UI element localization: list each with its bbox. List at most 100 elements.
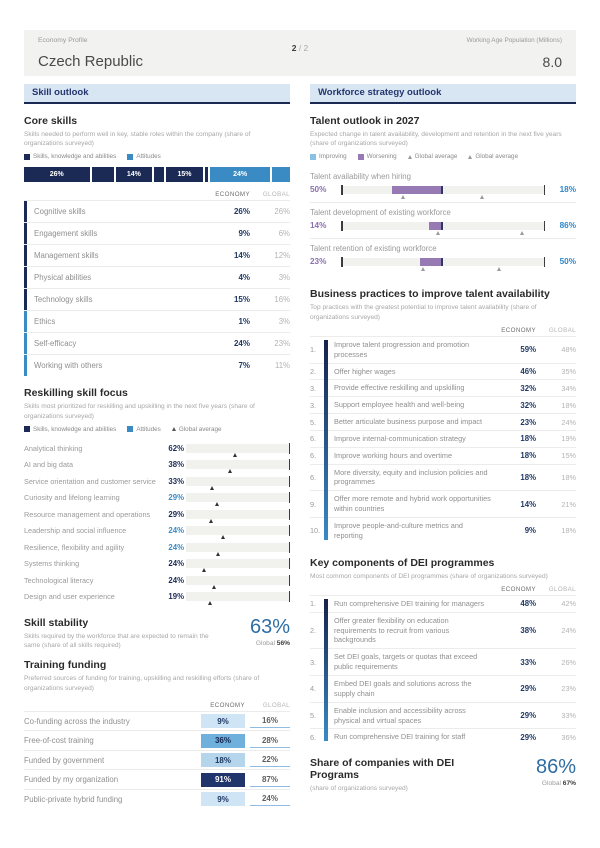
skill-stability-value: 63%: [249, 615, 290, 638]
global-value: 3%: [278, 273, 290, 283]
legend-swatch-icon: [310, 153, 316, 160]
global-average-marker-icon: [212, 584, 217, 589]
dei-share-title: Share of companies with DEI Programs: [310, 757, 455, 782]
legend-item: Global average: [468, 153, 518, 160]
bar-track: [186, 574, 290, 589]
practice-label: Improve people-and-culture metrics and r…: [334, 521, 463, 540]
practice-label: Better articulate business purpose and i…: [334, 417, 483, 427]
talent-outlook-legend: Improving Worsening Global average Globa…: [310, 153, 576, 160]
economy-column-header: ECONOMY: [215, 191, 250, 199]
reskilling-skill-label: Resilience, flexibility and agility: [24, 542, 125, 552]
skill-stability-subtitle: Skills required by the workforce that ar…: [24, 632, 209, 650]
global-average-marker-icon: [227, 469, 232, 474]
reskilling-value: 24%: [168, 575, 184, 585]
reskilling-value: 38%: [168, 460, 184, 470]
axis-end-tick: [288, 525, 290, 537]
training-funding-title: Training funding: [24, 659, 107, 672]
reskilling-bar-row: Leadership and social influence 24%: [24, 522, 290, 540]
global-column-header: GLOBAL: [262, 191, 290, 199]
practice-label: Support employee health and well-being: [334, 400, 465, 410]
axis-end-tick: [288, 574, 290, 586]
training-funding-column-headers: ECONOMY GLOBAL: [24, 702, 290, 709]
economy-column-header: ECONOMY: [210, 701, 245, 709]
dei-share-value: 86%: [535, 756, 576, 779]
global-value: 35%: [561, 366, 576, 376]
core-skill-label: Management skills: [34, 251, 99, 261]
working-age-population-label: Working Age Population (Millions): [466, 37, 562, 44]
ranked-row: 3. Provide effective reskilling and upsk…: [310, 379, 576, 396]
economy-value: 29%: [520, 711, 536, 720]
axis-end-tick: [288, 492, 290, 504]
global-average-marker-icon: [407, 154, 412, 159]
reskilling-bar-row: Resilience, flexibility and agility 24%: [24, 539, 290, 556]
rank-number: 1.: [310, 599, 317, 609]
core-skill-label: Working with others: [34, 361, 103, 371]
axis-end-tick: [288, 508, 290, 520]
economy-value: 26%: [233, 207, 250, 217]
core-skill-label: Cognitive skills: [34, 207, 86, 217]
worsening-half: [341, 185, 443, 199]
reskilling-value: 24%: [168, 526, 184, 536]
global-average-marker-icon: [216, 551, 221, 556]
practice-label: Improve working hours and overtime: [334, 450, 453, 460]
business-practices-subtitle: Top practices with the greatest potentia…: [310, 304, 537, 321]
ranked-row: 4. Embed DEI goals and solutions across …: [310, 674, 576, 702]
core-skill-row: Technology skills 15% 16%: [24, 288, 290, 311]
global-average-marker-icon: [435, 230, 440, 235]
global-average-marker-icon: [401, 194, 406, 199]
economy-value: 18%: [520, 434, 536, 444]
dei-component-label: Run comprehensive DEI training for manag…: [334, 598, 485, 608]
core-skill-label: Self-efficacy: [34, 339, 77, 349]
ranked-row: 10. Improve people-and-culture metrics a…: [310, 517, 576, 544]
global-average-marker-icon: [468, 154, 473, 159]
global-value: 3%: [278, 317, 290, 327]
economy-value: 29%: [520, 684, 536, 694]
reskilling-skill-label: Resource management and operations: [24, 509, 151, 519]
skill-stability-block: Skill stability Skills required by the w…: [24, 615, 290, 655]
economy-value: 9%: [201, 714, 245, 728]
center-axis-tick: [441, 185, 443, 194]
rank-number: 3.: [310, 400, 317, 410]
reskilling-title: Reskilling skill focus: [24, 387, 128, 400]
dei-component-label: Run comprehensive DEI training for staff: [334, 732, 466, 742]
category-strip: [24, 267, 27, 289]
global-average-marker-icon: [210, 485, 214, 490]
economy-value: 59%: [520, 345, 536, 355]
stacked-bar-segment: 14%: [116, 167, 152, 183]
talent-outlook-bar-group: Talent retention of existing workforce 2…: [310, 238, 576, 274]
rank-number: 4.: [310, 684, 317, 694]
legend-item: Attitudes: [127, 153, 161, 160]
page-header: Economy Profile Czech Republic 2 / 2 Wor…: [24, 30, 576, 76]
economy-value: 36%: [201, 733, 245, 748]
reskilling-bar-row: Analytical thinking 62%: [24, 440, 290, 457]
talent-outlook-bar-group: Talent development of existing workforce…: [310, 202, 576, 238]
global-value: 16%: [274, 295, 290, 305]
global-value: 23%: [274, 339, 290, 349]
global-value: 48%: [561, 345, 576, 355]
global-column-header: GLOBAL: [548, 585, 576, 593]
ranked-row: 6. More diversity, equity and inclusion …: [310, 463, 576, 491]
economy-value: 48%: [520, 599, 536, 609]
talent-outlook-label: Talent retention of existing workforce: [310, 244, 437, 254]
rank-number: 9.: [310, 499, 317, 509]
global-average-marker-icon: [215, 502, 220, 507]
economy-value: 38%: [520, 626, 536, 636]
skill-stability-title: Skill stability: [24, 616, 89, 629]
global-value: 26%: [274, 207, 290, 217]
global-average-marker-icon: [201, 568, 206, 573]
reskilling-skill-label: Leadership and social influence: [24, 526, 127, 536]
rank-number: 6.: [310, 472, 317, 482]
reskilling-skill-label: Technological literacy: [24, 575, 94, 585]
reskilling-value: 29%: [168, 509, 184, 519]
dei-component-label: Enable inclusion and accessibility acros…: [334, 705, 466, 725]
global-average-marker-icon: [232, 452, 237, 457]
business-practices-table: 1. Improve talent progression and promot…: [310, 335, 576, 544]
reskilling-bar-row: Resource management and operations 29%: [24, 506, 290, 523]
economy-value: 9%: [524, 526, 536, 536]
global-value: 26%: [561, 657, 576, 667]
dei-components-title: Key components of DEI programmes: [310, 556, 495, 569]
legend-item: Global average: [171, 426, 222, 433]
funding-source-label: Public-private hybrid funding: [24, 794, 123, 804]
economy-title: Czech Republic: [38, 53, 144, 70]
talent-outlook-label: Talent availability when hiring: [310, 172, 411, 182]
